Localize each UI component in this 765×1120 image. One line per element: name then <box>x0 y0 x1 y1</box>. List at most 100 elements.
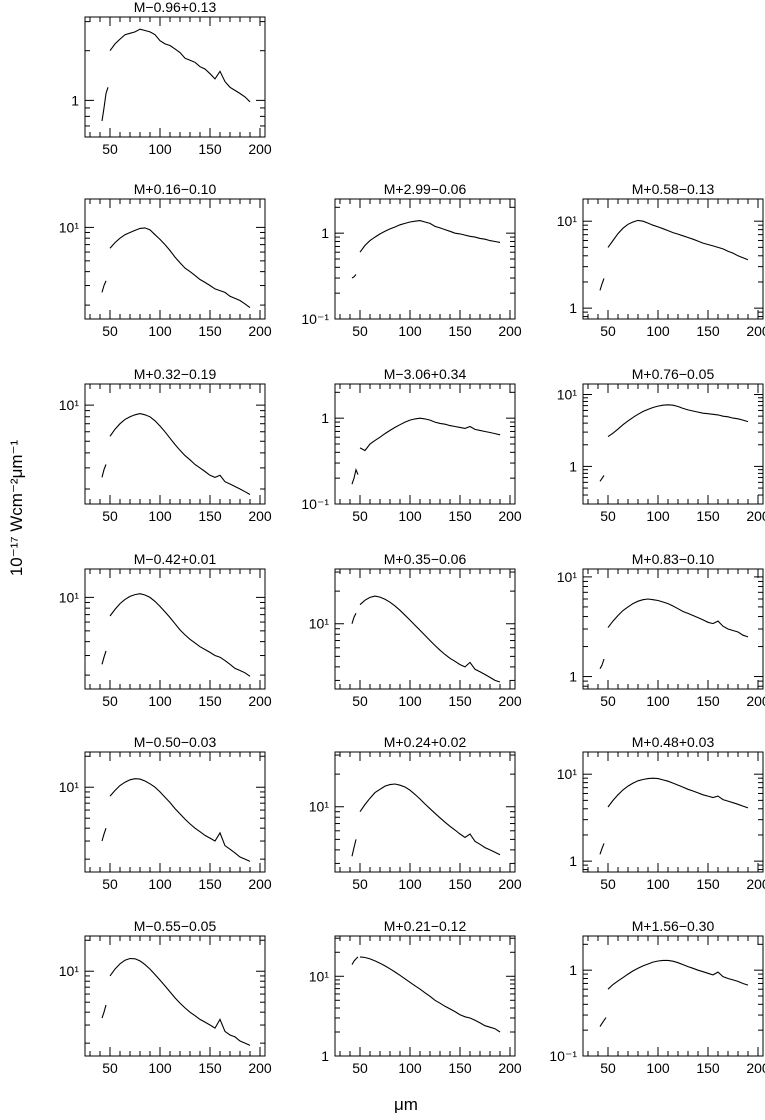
chart-title: M+1.56−0.30 <box>632 918 715 934</box>
spectrum-line <box>109 957 251 1046</box>
chart-title: M−0.55−0.05 <box>134 918 217 934</box>
y-tick-label: 1 <box>569 669 577 685</box>
spectrum-line <box>607 777 749 809</box>
x-tick-label: 50 <box>600 876 616 892</box>
x-tick-label: 150 <box>198 508 222 524</box>
x-tick-label: 200 <box>746 876 765 892</box>
chart-panel: M+0.76−0.05 50 100 150 200 1 10¹ <box>557 366 765 524</box>
x-tick-label: 150 <box>696 323 720 339</box>
y-tick-label: 1 <box>321 225 329 241</box>
x-tick-label: 200 <box>248 323 272 339</box>
x-tick-label: 150 <box>696 876 720 892</box>
chart-title: M+0.16−0.10 <box>134 181 217 197</box>
x-tick-label: 150 <box>198 141 222 157</box>
plot-frame <box>582 751 764 873</box>
y-tick-label: 10¹ <box>59 779 80 795</box>
chart-panel: M−0.96+0.13 50 100 150 200 1 <box>71 0 272 157</box>
x-tick-label: 100 <box>148 693 172 709</box>
x-tick-label: 50 <box>352 693 368 709</box>
chart-panel: M+0.35−0.06 50 100 150 200 10¹ <box>309 551 522 709</box>
y-tick-label: 10¹ <box>557 387 578 403</box>
x-tick-label: 100 <box>646 1060 670 1076</box>
spectrum-line <box>359 956 501 1033</box>
y-tick-label: 10¹ <box>59 397 80 413</box>
plot-frame <box>84 198 266 320</box>
chart-panel: M+0.16−0.10 50 100 150 200 10¹ <box>59 181 272 339</box>
x-tick-label: 100 <box>646 693 670 709</box>
x-tick-label: 150 <box>198 693 222 709</box>
x-tick-label: 50 <box>600 1060 616 1076</box>
x-tick-label: 50 <box>102 323 118 339</box>
chart-title: M+0.32−0.19 <box>134 366 217 382</box>
chart-title: M+0.58−0.13 <box>632 181 715 197</box>
plot-frame <box>84 751 266 873</box>
x-tick-label: 200 <box>248 141 272 157</box>
chart-panel: M+0.24+0.02 50 100 150 200 10¹ <box>309 734 522 892</box>
y-tick-label: 10¹ <box>557 569 578 585</box>
x-tick-label: 100 <box>148 141 172 157</box>
y-tick-label: 10⁻¹ <box>301 311 329 327</box>
y-tick-label: 10¹ <box>59 589 80 605</box>
spectrum-line <box>599 475 605 482</box>
chart-panel: M+0.83−0.10 50 100 150 200 1 10¹ <box>557 551 765 709</box>
x-tick-label: 150 <box>696 693 720 709</box>
x-tick-label: 200 <box>498 876 522 892</box>
plot-frame <box>582 568 764 690</box>
x-tick-label: 150 <box>448 323 472 339</box>
spectrum-line <box>351 956 359 965</box>
x-tick-label: 200 <box>746 1060 765 1076</box>
x-tick-label: 100 <box>646 876 670 892</box>
x-tick-label: 100 <box>148 508 172 524</box>
plot-frame <box>582 935 764 1057</box>
spectrum-line <box>351 839 357 857</box>
spectrum-line <box>359 417 501 452</box>
plot-frame <box>334 383 516 505</box>
plot-frame <box>334 935 516 1057</box>
chart-title: M−0.96+0.13 <box>134 0 217 15</box>
spectrum-line <box>101 87 109 122</box>
spectrum-line <box>101 1004 107 1019</box>
x-tick-label: 50 <box>352 508 368 524</box>
spectrum-line <box>607 959 749 990</box>
chart-panel: M+2.99−0.06 50 100 150 200 10⁻¹ 1 <box>301 181 522 339</box>
x-tick-label: 200 <box>746 323 765 339</box>
x-tick-label: 200 <box>248 876 272 892</box>
y-tick-label: 1 <box>321 1048 329 1064</box>
spectrum-line <box>109 778 251 862</box>
plot-frame <box>84 383 266 505</box>
chart-title: M+0.24+0.02 <box>384 734 467 750</box>
spectrum-line <box>109 227 251 309</box>
spectrum-line <box>101 828 107 842</box>
spectrum-line <box>109 593 251 677</box>
y-tick-label: 10¹ <box>557 213 578 229</box>
chart-title: M+0.83−0.10 <box>632 551 715 567</box>
y-tick-label: 10¹ <box>557 766 578 782</box>
chart-panel: M−0.42+0.01 50 100 150 200 10¹ <box>59 551 272 709</box>
spectrum-line <box>359 783 501 856</box>
y-tick-label: 1 <box>71 92 79 108</box>
y-tick-label: 10⁻¹ <box>549 1048 577 1064</box>
x-tick-label: 50 <box>102 508 118 524</box>
chart-panel: M−3.06+0.34 50 100 150 200 10⁻¹ 1 <box>301 366 522 524</box>
x-tick-label: 200 <box>498 693 522 709</box>
x-tick-label: 50 <box>600 693 616 709</box>
chart-title: M−3.06+0.34 <box>384 366 467 382</box>
y-tick-label: 1 <box>569 962 577 978</box>
chart-title: M−0.50−0.03 <box>134 734 217 750</box>
spectrum-line <box>607 404 749 438</box>
x-tick-label: 50 <box>600 323 616 339</box>
chart-panel: M−0.50−0.03 50 100 150 200 10¹ <box>59 734 272 892</box>
chart-title: M−0.42+0.01 <box>134 551 217 567</box>
x-tick-label: 100 <box>398 1060 422 1076</box>
spectrum-line <box>599 843 605 855</box>
x-tick-label: 150 <box>448 1060 472 1076</box>
x-tick-label: 100 <box>398 323 422 339</box>
y-tick-label: 10¹ <box>59 219 80 235</box>
y-tick-label: 10¹ <box>309 616 330 632</box>
x-tick-label: 200 <box>746 693 765 709</box>
x-axis-label: μm <box>394 1095 418 1114</box>
x-tick-label: 150 <box>198 876 222 892</box>
x-tick-label: 50 <box>352 876 368 892</box>
x-tick-label: 150 <box>448 693 472 709</box>
